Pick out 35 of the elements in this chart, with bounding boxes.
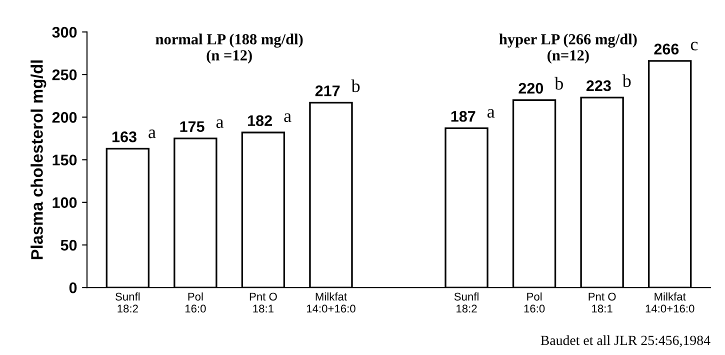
x-tick-label: Pol 16:0 [524,292,545,313]
y-tick-label: 50 [60,240,77,251]
x-tick-label: Pnt O 18:1 [250,292,277,313]
annotation: a [148,130,156,138]
data-label: 223 [586,80,611,92]
annotation: hyper LP (266 mg/dl) (n=12) [499,34,637,64]
x-tick-label: Milkfat 14:0+16:0 [306,292,356,313]
x-tick-label: Sunfl 18:2 [116,292,140,313]
y-tick-label: 100 [52,197,77,208]
data-label: 175 [180,121,204,132]
y-tick-label: 0 [69,282,77,294]
y-tick-label: 250 [52,69,77,80]
annotation: b [554,76,563,90]
data-label: 187 [451,110,476,122]
annotation: a [487,109,495,118]
data-label: 163 [112,131,136,142]
annotation: c [690,42,698,50]
annotation: normal LP (188 mg/dl) (n =12) [156,34,303,64]
x-tick-label: Milkfat 14:0+16:0 [646,292,694,313]
data-label: 266 [654,44,679,54]
x-tick-label: Pnt O 18:1 [588,292,616,313]
y-tick-label: 300 [52,26,77,38]
y-axis-title: Plasma cholesterol mg/dl [30,60,46,260]
x-tick-label: Pol 16:0 [185,292,206,313]
data-label: 217 [315,85,340,96]
annotation: b [622,74,631,88]
y-tick-label: 200 [52,112,77,123]
annotation: a [216,119,224,128]
annotation: a [284,113,292,122]
y-tick-label: 150 [52,154,77,166]
text: Baudet et all JLR 25:456,1984 [540,335,710,348]
data-label: 220 [518,82,544,94]
annotation: b [351,79,360,92]
x-tick-label: Sunfl 18:2 [454,292,478,313]
data-label: 182 [248,115,272,126]
